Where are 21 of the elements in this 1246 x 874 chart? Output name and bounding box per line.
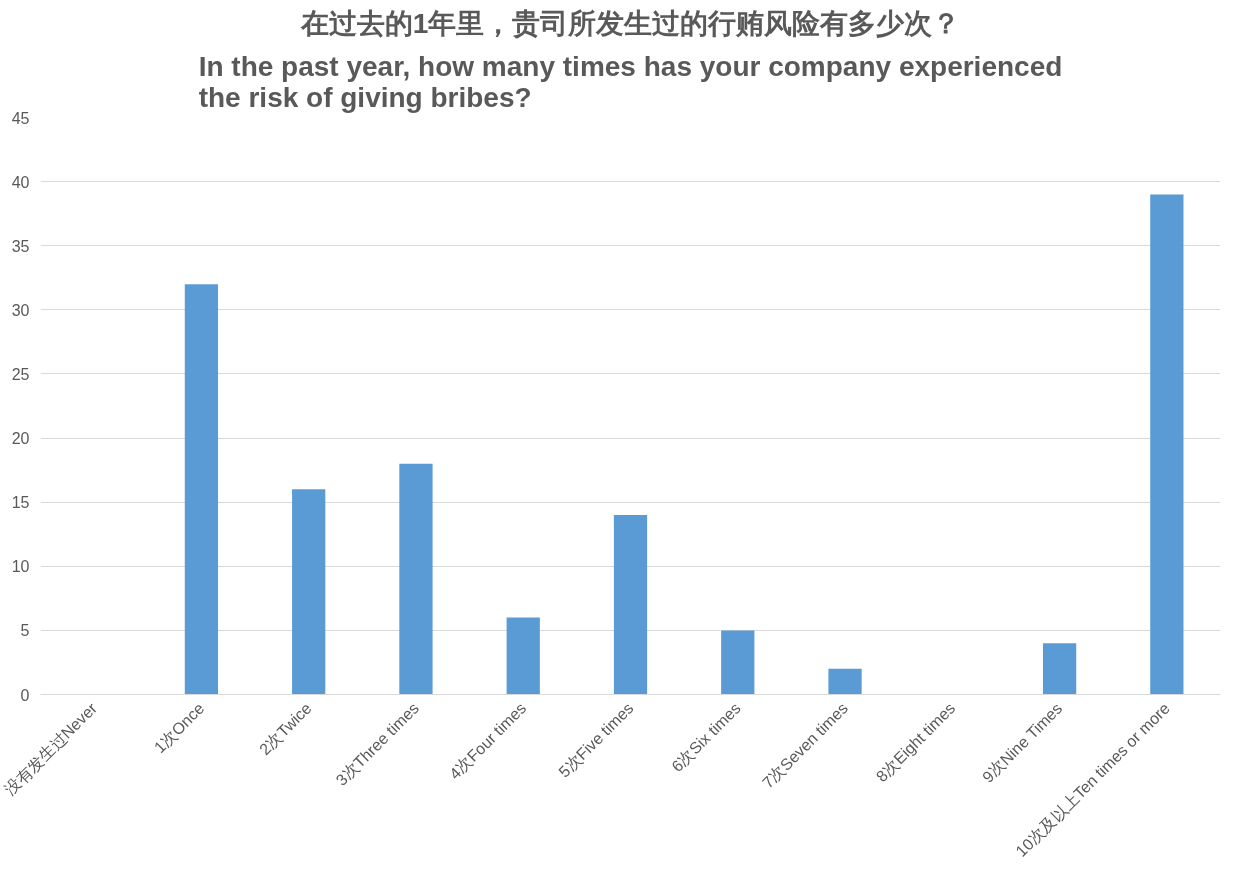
- bar: [828, 668, 862, 695]
- bar: [399, 463, 433, 695]
- y-tick-label: 0: [20, 686, 30, 704]
- y-tick-label: 5: [20, 622, 30, 640]
- bar: [613, 514, 648, 695]
- bar: [506, 617, 540, 695]
- y-tick-label: 40: [11, 173, 30, 191]
- bar: [292, 489, 326, 695]
- chart-title: 在过去的1年里，贵司所发生过的行贿风险有多少次？: [299, 7, 961, 39]
- y-tick-label: 35: [11, 237, 30, 255]
- y-tick-label: 25: [11, 365, 30, 383]
- y-tick-label: 20: [11, 430, 30, 448]
- bar: [184, 284, 219, 695]
- bar: [1042, 643, 1077, 695]
- y-tick-label: 45: [11, 109, 30, 127]
- y-tick-label: 15: [11, 494, 30, 512]
- bar: [721, 630, 755, 695]
- y-tick-label: 30: [11, 301, 30, 319]
- y-tick-label: 10: [11, 558, 30, 576]
- chart-subtitle: In the past year, how many times has your company experienced the risk of giving bribes?: [198, 50, 1063, 113]
- bar: [1150, 194, 1184, 695]
